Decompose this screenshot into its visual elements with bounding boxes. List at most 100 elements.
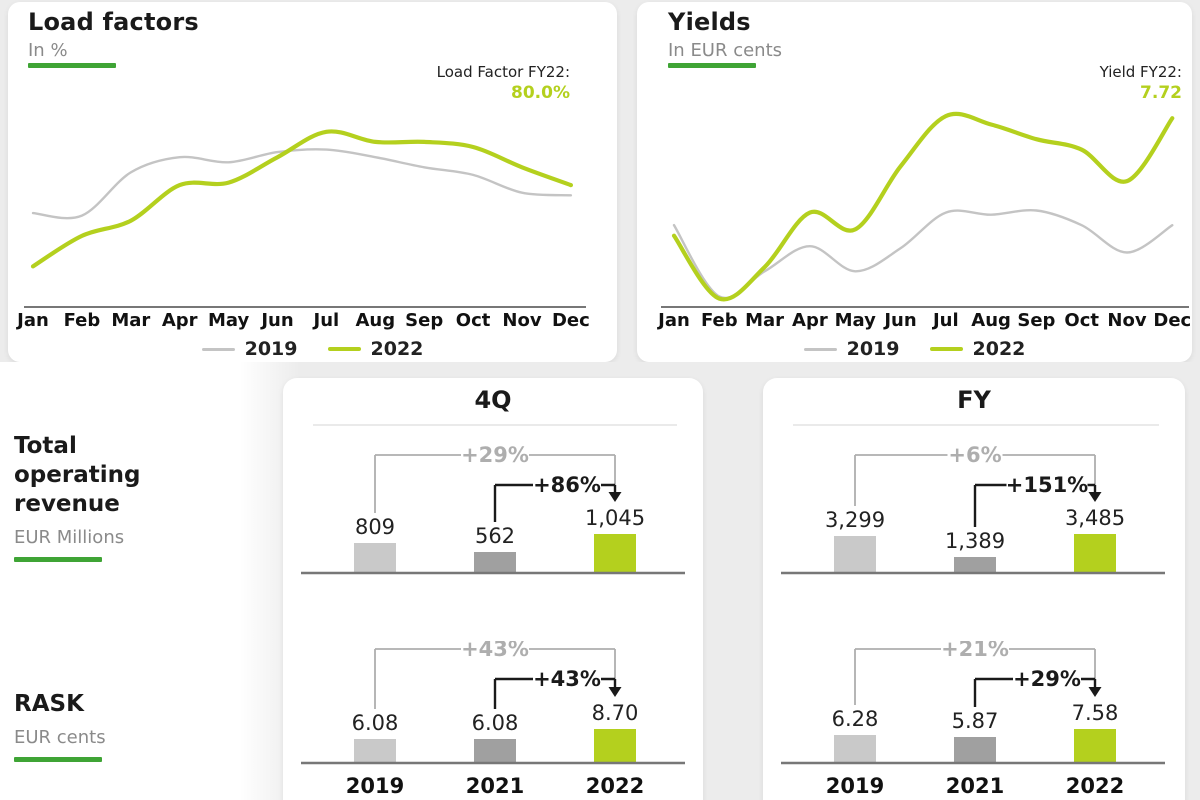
left-label-background — [0, 362, 300, 800]
bracket-2021-2022 — [973, 677, 1097, 707]
legend-label: 2019 — [846, 338, 900, 360]
revenue-title: Total operating revenue — [14, 433, 141, 517]
legend-label: 2022 — [370, 338, 424, 360]
legend-swatch-2019 — [201, 347, 235, 351]
legend-item-2019: 2019 — [803, 338, 900, 360]
month-label: Dec — [1153, 310, 1191, 331]
arrow-head — [608, 687, 622, 697]
arrow-head — [1088, 492, 1102, 502]
month-label: Feb — [64, 310, 101, 331]
bar-2019 — [354, 543, 396, 573]
load-factor-fy22-annotation: Load Factor FY22: 80.0% — [437, 62, 570, 103]
bar-2022 — [1074, 534, 1116, 573]
bar-value-label: 562 — [475, 524, 515, 548]
pct-2021-vs-2022: +43% — [533, 667, 601, 691]
bar-value-label: 809 — [355, 515, 395, 539]
panel-fy-title: FY — [957, 386, 991, 414]
panel-divider — [793, 424, 1159, 426]
load-factors-line-chart: Jan Feb Mar Apr May Jun Jul Aug Sep Oct Nov Dec — [15, 129, 590, 331]
load-factors-legend: 2019 2022 — [8, 338, 617, 360]
legend-item-2022: 2022 — [929, 338, 1025, 360]
month-label: Jan — [15, 310, 49, 331]
green-rule — [28, 63, 116, 68]
month-label: Oct — [456, 310, 491, 331]
annotation-value: 80.0% — [511, 83, 570, 103]
bracket-2019-2022 — [854, 648, 1096, 705]
yield-fy22-annotation: Yield FY22: 7.72 — [1100, 62, 1182, 103]
bar-value-label: 3,485 — [1065, 506, 1125, 530]
month-label: Jun — [882, 310, 916, 331]
bar-value-label: 6.08 — [472, 711, 519, 735]
month-label: Aug — [355, 310, 395, 331]
bar-2019 — [834, 735, 876, 763]
load-factors-title: Load factors — [28, 8, 199, 36]
panel-divider — [313, 424, 677, 426]
month-label: May — [835, 310, 877, 331]
month-label: Jan — [656, 310, 690, 331]
bracket-2021-2022 — [493, 677, 617, 709]
panel-fy: FY +6% +151% 3,299 1,389 3,485 +21% +29% 6.28 5… — [763, 378, 1185, 800]
legend-label: 2019 — [244, 338, 298, 360]
month-label: Nov — [1107, 310, 1146, 331]
month-label: Apr — [792, 310, 828, 331]
rask-unit: EUR cents — [14, 727, 106, 748]
pct-2019-vs-2022: +43% — [461, 641, 529, 661]
yields-title: Yields — [668, 8, 751, 36]
month-label: Dec — [552, 310, 590, 331]
bar-2021 — [954, 737, 996, 763]
legend-swatch-2019 — [803, 347, 837, 351]
bar-2021 — [954, 557, 996, 573]
bar-2022 — [594, 729, 636, 763]
fy-rask-bar-chart: +21%+29% 6.28 5.87 7.58 2019 2021 2022 — [781, 641, 1165, 798]
bracket-2021-2022 — [973, 483, 1097, 527]
annotation-value: 7.72 — [1140, 83, 1182, 103]
month-label: Apr — [162, 310, 198, 331]
month-label: Jul — [931, 310, 959, 331]
bar-value-label: 8.70 — [592, 701, 639, 725]
line-2022 — [30, 129, 573, 269]
month-label: Jun — [259, 310, 293, 331]
bar-value-label: 1,045 — [585, 506, 645, 530]
arrow-head — [1088, 687, 1102, 697]
green-rule — [14, 557, 102, 562]
legend-swatch-2022 — [327, 346, 361, 352]
month-label: Sep — [405, 310, 443, 331]
bar-2021 — [474, 552, 516, 573]
4q-rask-bar-chart: +43%+43% 6.08 6.08 8.70 2019 2021 2022 — [301, 641, 685, 798]
panel-4q: 4Q +29% +86% 809 562 1,045 +43% +43% 6.08 6.08 8… — [283, 378, 703, 800]
bar-2019 — [834, 536, 876, 573]
bar-2019 — [354, 739, 396, 763]
pct-2019-vs-2022: +6% — [948, 443, 1001, 467]
line-2019 — [31, 148, 573, 220]
legend-swatch-2022 — [929, 346, 963, 352]
line-2022 — [671, 111, 1175, 302]
year-label-2022: 2022 — [1066, 774, 1124, 798]
panel-4q-title: 4Q — [474, 386, 512, 414]
month-label: Mar — [745, 310, 784, 331]
legend-item-2019: 2019 — [201, 338, 298, 360]
pct-2021-vs-2022: +151% — [1006, 473, 1088, 497]
pct-2019-vs-2022: +29% — [461, 443, 529, 467]
revenue-unit: EUR Millions — [14, 527, 125, 548]
month-label: Mar — [111, 310, 150, 331]
fy-revenue-bar-chart: +6%+151% 3,299 1,389 3,485 — [781, 443, 1165, 575]
bar-value-label: 6.08 — [352, 711, 399, 735]
metric-label-revenue: Total operating revenue EUR Millions — [14, 432, 174, 562]
annotation-label: Load Factor FY22: — [436, 63, 570, 81]
pct-2021-vs-2022: +86% — [533, 473, 601, 497]
yields-line-chart: Jan Feb Mar Apr May Jun Jul Aug Sep Oct Nov Dec — [656, 111, 1191, 331]
yields-subtitle: In EUR cents — [668, 40, 783, 61]
bar-value-label: 6.28 — [832, 707, 879, 731]
pct-2021-vs-2022: +29% — [1013, 667, 1081, 691]
rask-title: RASK — [14, 691, 84, 717]
year-label-2021: 2021 — [946, 774, 1004, 798]
green-rule — [668, 63, 756, 68]
load-factors-card: Load factors In % Load Factor FY22: 80.0… — [8, 2, 617, 362]
bracket-2021-2022 — [493, 483, 617, 522]
pct-2019-vs-2022: +21% — [941, 641, 1009, 661]
bar-value-label: 5.87 — [952, 709, 999, 733]
4q-revenue-bar-chart: +29%+86% 809 562 1,045 — [301, 443, 685, 575]
bracket-2019-2022 — [374, 454, 616, 513]
bracket-2019-2022 — [854, 454, 1096, 506]
